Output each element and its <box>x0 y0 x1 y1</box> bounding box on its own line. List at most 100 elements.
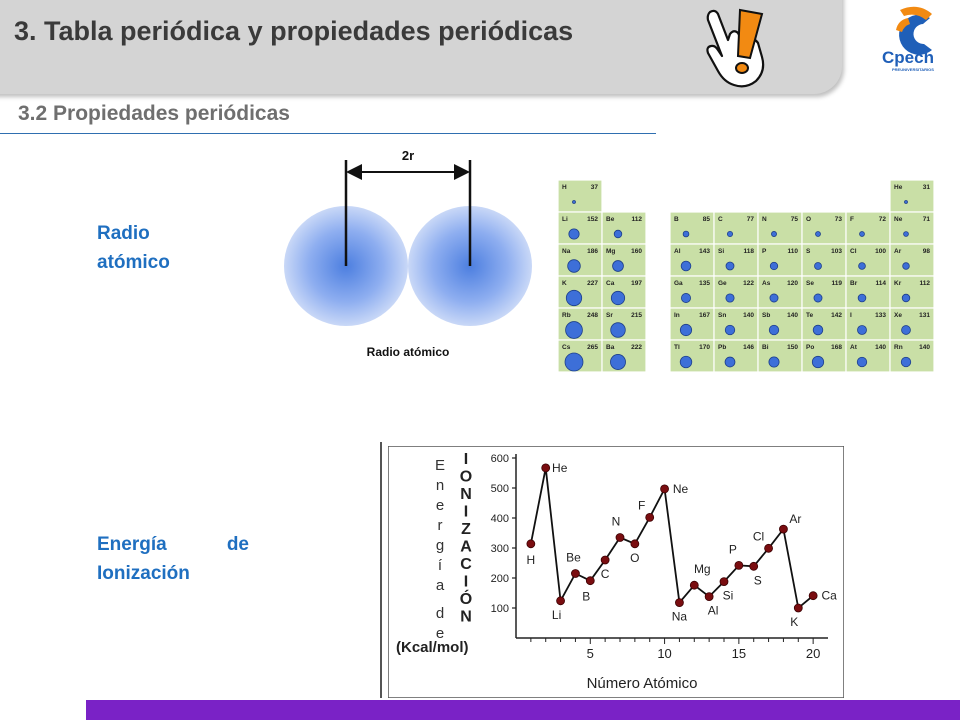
element-cell-li: Li 152 <box>557 211 603 245</box>
element-radius-value: 140 <box>743 312 754 319</box>
data-point-si <box>719 577 729 587</box>
atom-size-marker <box>814 262 822 270</box>
ylabel-caps-letter: I <box>464 504 468 521</box>
element-radius-value: 152 <box>587 216 598 223</box>
element-symbol: Ar <box>894 248 902 255</box>
atom-diagram-caption: Radio atómico <box>367 345 450 359</box>
atom-size-marker <box>680 260 692 272</box>
ylabel-caps-letter: I <box>464 451 468 468</box>
atom-size-marker <box>771 231 777 237</box>
element-symbol: Po <box>806 344 814 351</box>
element-cell-at: At 140 <box>845 339 891 373</box>
element-symbol: Cs <box>562 344 571 351</box>
data-point-o <box>630 539 640 549</box>
element-symbol: S <box>806 248 811 255</box>
x-tick-label: 15 <box>732 646 746 661</box>
element-cell-ca: Ca 197 <box>601 275 646 309</box>
atom-size-marker <box>768 356 780 368</box>
warning-exclamation-icon <box>735 8 764 74</box>
data-label-si: Si <box>723 589 734 603</box>
element-cell-cs: Cs 265 <box>557 339 603 373</box>
atomic-radius-label-line2: atómico <box>97 252 170 273</box>
element-cell-k: K 227 <box>557 275 603 309</box>
element-radius-value: 215 <box>631 312 642 319</box>
atom-size-marker <box>612 260 624 272</box>
atom-size-marker <box>725 261 735 271</box>
footer-bar <box>86 700 960 720</box>
element-cell-na: Na 186 <box>557 243 603 277</box>
element-symbol: I <box>850 312 852 319</box>
y-tick-label: 400 <box>491 513 509 525</box>
ylabel-letter: d <box>436 605 444 622</box>
element-symbol: P <box>762 248 767 255</box>
element-symbol: B <box>674 216 679 223</box>
element-cell-be: Be 112 <box>601 211 646 245</box>
page-title: 3. Tabla periódica y propiedades periódi… <box>14 16 574 46</box>
element-cell-ga: Ga 135 <box>669 275 715 309</box>
element-radius-value: 103 <box>831 248 842 255</box>
y-tick-label: 600 <box>491 453 509 465</box>
element-symbol: Sb <box>762 312 770 319</box>
element-cell-ge: Ge 122 <box>713 275 759 309</box>
element-cell-xe: Xe 131 <box>889 307 935 341</box>
element-cell-s: S 103 <box>801 243 847 277</box>
element-symbol: He <box>894 184 903 191</box>
atom-size-marker <box>901 325 911 335</box>
element-radius-value: 265 <box>587 344 598 351</box>
element-radius-value: 37 <box>591 184 599 191</box>
atom-size-marker <box>811 355 825 369</box>
ylabel-letter: E <box>435 457 445 474</box>
data-point-p <box>734 561 744 570</box>
cpech-logo: Cpech PREUNIVERSITARIOS <box>878 4 954 84</box>
atom-size-marker <box>901 293 911 303</box>
atom-size-marker <box>858 262 866 270</box>
element-cell-al: Al 143 <box>669 243 715 277</box>
element-symbol: Li <box>562 216 568 223</box>
data-point-c <box>600 555 610 565</box>
atom-size-marker <box>572 200 576 204</box>
element-radius-value: 100 <box>875 248 886 255</box>
element-cell-he: He 31 <box>889 179 935 213</box>
element-radius-value: 72 <box>879 216 887 223</box>
ylabel-caps-letter: A <box>460 539 472 556</box>
x-tick-label: 20 <box>806 646 820 661</box>
element-cell-kr: Kr 112 <box>889 275 935 309</box>
element-cell-rb: Rb 248 <box>557 307 603 341</box>
data-point-b <box>585 576 595 586</box>
data-point-ar <box>779 524 788 534</box>
element-radius-value: 98 <box>923 248 931 255</box>
element-symbol: Br <box>850 280 858 287</box>
element-radius-value: 170 <box>699 344 710 351</box>
x-axis-label: Número Atómico <box>587 675 698 692</box>
element-cell-te: Te 142 <box>801 307 847 341</box>
atom-size-marker <box>681 293 691 303</box>
element-symbol: Rb <box>562 312 571 319</box>
ionization-energy-label-word1: Energía <box>97 534 167 555</box>
element-symbol: Mg <box>606 248 615 255</box>
y-tick-label: 100 <box>491 603 509 615</box>
ionization-energy-label-line2: Ionización <box>97 563 190 584</box>
element-symbol: Kr <box>894 280 902 287</box>
element-radius-value: 168 <box>831 344 842 351</box>
data-label-o: O <box>630 551 639 565</box>
element-cell-p: P 110 <box>757 243 803 277</box>
data-point-al <box>704 592 714 602</box>
element-symbol: Na <box>562 248 571 255</box>
atom-size-marker <box>565 289 583 307</box>
logo-subtext: PREUNIVERSITARIOS <box>892 67 934 72</box>
data-point-li <box>556 596 565 606</box>
element-radius-value: 143 <box>699 248 710 255</box>
ylabel-caps-letter: Z <box>461 521 471 538</box>
element-cell-b: B 85 <box>669 211 715 245</box>
atom-size-marker <box>610 354 626 370</box>
element-radius-value: 114 <box>876 280 887 287</box>
atom-size-marker <box>725 293 735 303</box>
element-symbol: At <box>850 344 858 351</box>
element-cell-c: C 77 <box>713 211 759 245</box>
data-label-p: P <box>729 542 737 556</box>
data-point-ca <box>808 591 818 601</box>
element-symbol: Ba <box>606 344 615 351</box>
atomic-radius-diagram: 2r Radio atómico <box>284 148 532 359</box>
element-cell-as: As 120 <box>757 275 803 309</box>
element-radius-value: 135 <box>699 280 710 287</box>
